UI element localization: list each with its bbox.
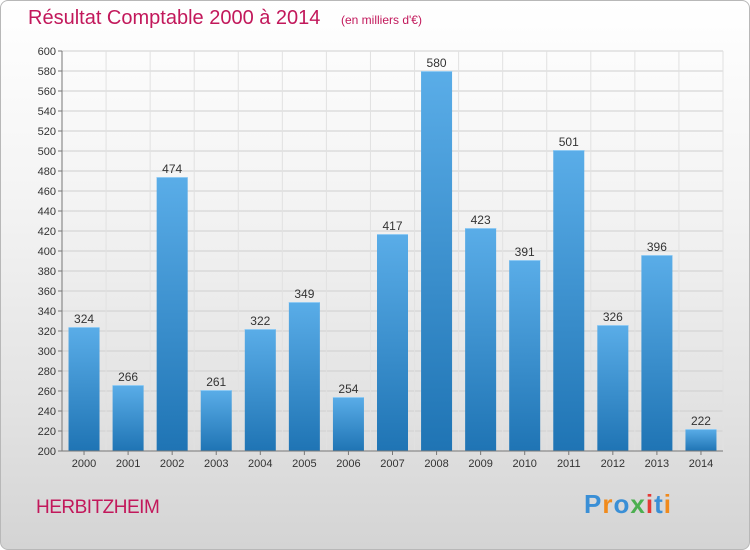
logo-letter: t xyxy=(654,489,664,519)
bar xyxy=(509,260,541,451)
bar xyxy=(597,325,629,451)
bar xyxy=(156,177,188,451)
chart-title: Résultat Comptable 2000 à 2014 xyxy=(28,7,321,29)
x-tick-label: 2007 xyxy=(380,458,404,470)
y-tick-label: 240 xyxy=(38,406,56,418)
bar xyxy=(288,302,320,451)
data-label: 266 xyxy=(118,370,138,384)
x-tick-label: 2008 xyxy=(424,458,448,470)
logo-letter: x xyxy=(630,489,646,519)
y-tick-label: 540 xyxy=(38,106,56,118)
x-tick-label: 2006 xyxy=(336,458,360,470)
bar xyxy=(377,234,408,451)
data-label: 349 xyxy=(294,287,314,301)
y-tick-label: 200 xyxy=(38,446,56,458)
y-tick-label: 220 xyxy=(38,426,56,438)
y-tick-label: 340 xyxy=(38,306,56,318)
data-label: 417 xyxy=(382,219,402,233)
y-tick-label: 380 xyxy=(38,266,56,278)
data-label: 580 xyxy=(427,56,447,70)
data-label: 254 xyxy=(338,382,358,396)
bar xyxy=(465,228,497,451)
x-tick-label: 2011 xyxy=(557,458,581,470)
x-tick-label: 2001 xyxy=(116,458,140,470)
y-tick-label: 300 xyxy=(38,346,56,358)
y-tick-label: 280 xyxy=(38,366,56,378)
y-tick-label: 420 xyxy=(38,226,56,238)
bar xyxy=(244,329,276,451)
y-tick-label: 440 xyxy=(38,206,56,218)
y-tick-label: 360 xyxy=(38,286,56,298)
x-tick-label: 2009 xyxy=(468,458,492,470)
bar xyxy=(200,390,232,451)
y-tick-label: 320 xyxy=(38,326,56,338)
data-label: 474 xyxy=(162,162,182,176)
data-label: 324 xyxy=(74,312,94,326)
chart-subtitle: (en milliers d'€) xyxy=(341,13,422,27)
y-tick-label: 520 xyxy=(38,126,56,138)
y-tick-label: 480 xyxy=(38,166,56,178)
data-label: 222 xyxy=(691,414,711,428)
bar xyxy=(332,397,364,451)
logo-letter: r xyxy=(602,489,614,519)
bar xyxy=(641,255,673,451)
y-tick-label: 500 xyxy=(38,146,56,158)
data-label: 501 xyxy=(559,135,579,149)
y-tick-label: 580 xyxy=(38,66,56,78)
x-tick-label: 2014 xyxy=(689,458,713,470)
municipality-name: HERBITZHEIM xyxy=(36,497,160,518)
data-label: 423 xyxy=(471,213,491,227)
data-label: 396 xyxy=(647,240,667,254)
data-label: 326 xyxy=(603,310,623,324)
x-tick-label: 2005 xyxy=(292,458,316,470)
x-tick-label: 2013 xyxy=(645,458,669,470)
y-tick-label: 460 xyxy=(38,186,56,198)
bar xyxy=(68,327,100,451)
y-tick-label: 260 xyxy=(38,386,56,398)
y-tick-label: 600 xyxy=(38,46,56,58)
data-label: 391 xyxy=(515,245,535,259)
bar xyxy=(553,150,585,451)
x-tick-label: 2003 xyxy=(204,458,228,470)
y-tick-label: 560 xyxy=(38,86,56,98)
y-tick-label: 400 xyxy=(38,246,56,258)
bar xyxy=(685,429,717,451)
x-tick-label: 2000 xyxy=(72,458,96,470)
x-tick-label: 2012 xyxy=(601,458,625,470)
logo-letter: i xyxy=(645,489,655,519)
bar xyxy=(421,71,453,451)
logo-letter: i xyxy=(663,489,672,519)
data-label: 261 xyxy=(206,375,226,389)
data-label: 322 xyxy=(250,314,270,328)
proxiti-logo: Proxiti xyxy=(584,489,672,520)
x-tick-label: 2002 xyxy=(160,458,184,470)
x-tick-label: 2004 xyxy=(248,458,272,470)
logo-letter: o xyxy=(613,489,631,519)
bar xyxy=(112,385,144,451)
logo-letter: P xyxy=(584,489,603,519)
x-tick-label: 2010 xyxy=(512,458,536,470)
